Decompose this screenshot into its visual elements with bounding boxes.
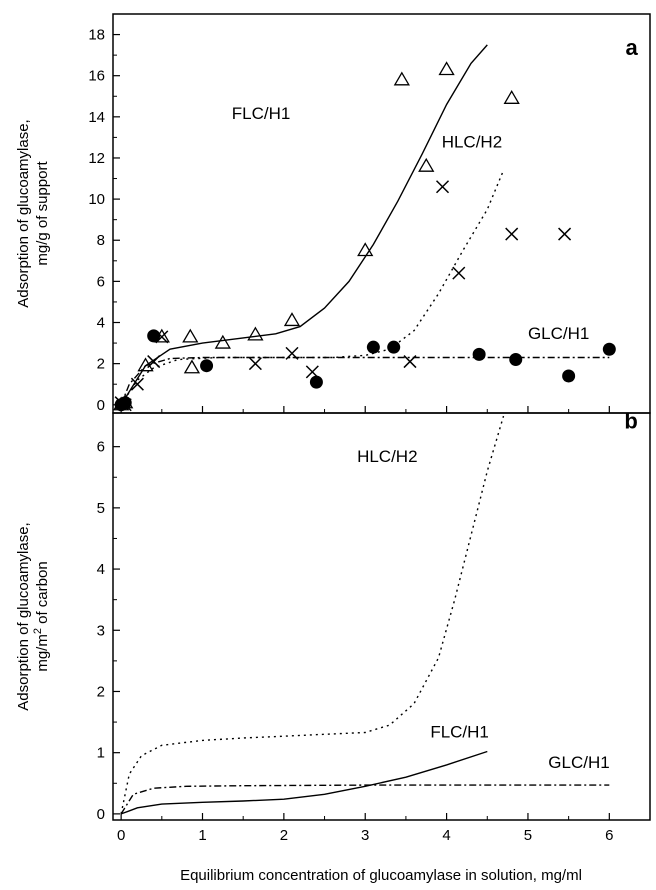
y-tick-label: 10	[88, 191, 105, 208]
panel-letter: b	[624, 408, 637, 433]
y-tick-label: 0	[97, 806, 105, 823]
point-flc-h1	[182, 328, 199, 343]
curve-glc-h1	[120, 784, 610, 815]
point-flc-h1	[438, 61, 455, 76]
point-hlc-h2	[505, 227, 519, 241]
point-glc-h1	[602, 342, 616, 356]
curve-label: HLC/H2	[442, 133, 502, 152]
y-tick-label: 6	[97, 273, 105, 290]
point-hlc-h2	[147, 355, 161, 369]
point-glc-h1	[366, 340, 380, 354]
point-hlc-h2	[248, 357, 262, 371]
y-tick-label: 6	[97, 439, 105, 456]
point-flc-h1	[503, 90, 520, 104]
y-axis-title-pre: mg/m	[34, 634, 51, 672]
y-tick-label: 16	[88, 68, 105, 85]
panel-letter: a	[626, 35, 639, 60]
point-flc-h1	[137, 357, 154, 372]
y-tick-label: 4	[97, 315, 105, 332]
panel-a: 0 2 4 6 8 10 12 14 16 18 FLC/H1 HLC/H2 GLC/H1 a Adsorp…	[15, 13, 651, 414]
curve-hlc-h2	[120, 170, 505, 406]
point-glc-h1	[118, 396, 132, 410]
point-hlc-h2	[403, 355, 417, 369]
point-glc-h1	[147, 329, 161, 343]
point-flc-h1	[183, 359, 201, 374]
point-flc-h1	[247, 326, 264, 341]
curve-flc-h1	[120, 44, 488, 406]
point-flc-h1	[357, 242, 374, 257]
point-flc-h1	[214, 334, 231, 349]
curve-flc-h1	[120, 750, 488, 815]
point-glc-h1	[309, 375, 323, 389]
y-tick-label: 0	[97, 397, 105, 414]
panel-b: 0 1 2 3 4 5 6 0 1 2 3 4 5 6 HLC/H2 FLC/H1 GLC/H1 b Adsorpt…	[15, 408, 651, 844]
y-tick-label: 3	[97, 622, 105, 639]
point-glc-h1	[472, 347, 486, 361]
plot-frame	[112, 13, 651, 414]
point-flc-h1	[393, 71, 410, 86]
y-tick-label: 2	[97, 683, 105, 700]
y-tick-label: 12	[88, 150, 105, 167]
plot-frame	[112, 412, 651, 821]
y-axis-title-line1: Adsorption of glucoamylase,	[15, 522, 32, 710]
point-flc-h1	[418, 157, 435, 172]
y-tick-label: 4	[97, 561, 105, 578]
y-tick-label: 8	[97, 232, 105, 249]
curve-label: GLC/H1	[548, 753, 609, 772]
curve-label: GLC/H1	[528, 324, 589, 343]
point-glc-h1	[509, 353, 523, 367]
x-axis-title: Equilibrium concentration of glucoamylas…	[180, 867, 582, 884]
y-tick-label: 14	[88, 109, 105, 126]
curve-hlc-h2	[120, 415, 505, 815]
point-hlc-h2	[285, 346, 299, 360]
point-flc-h1	[283, 312, 301, 327]
x-tick-label: 0	[117, 827, 125, 844]
curve-label: FLC/H1	[232, 104, 291, 123]
y-tick-label: 2	[97, 356, 105, 373]
shared-labels: Equilibrium concentration of glucoamylas…	[180, 867, 582, 884]
y-axis-title-sup: 2	[32, 628, 44, 634]
y-tick-label: 1	[97, 745, 105, 762]
x-tick-label: 1	[198, 827, 206, 844]
curve-label: HLC/H2	[357, 447, 417, 466]
point-glc-h1	[387, 340, 401, 354]
point-hlc-h2	[130, 377, 144, 391]
point-glc-h1	[200, 359, 214, 373]
x-tick-label: 3	[361, 827, 369, 844]
x-tick-label: 6	[605, 827, 613, 844]
y-tick-label: 5	[97, 500, 105, 517]
y-axis-title-line1: Adsorption of glucoamylase,	[15, 119, 32, 307]
y-axis-title-line2: mg/g of support	[34, 161, 51, 266]
y-axis-title-post: of carbon	[34, 561, 51, 628]
point-glc-h1	[562, 369, 576, 383]
y-tick-label: 18	[88, 27, 105, 44]
x-tick-label: 2	[280, 827, 288, 844]
curve-label: FLC/H1	[430, 722, 489, 741]
x-tick-label: 5	[524, 827, 532, 844]
y-axis-title-line2: mg/m2 of carbon	[32, 561, 51, 671]
curve-glc-h1	[120, 356, 610, 406]
point-hlc-h2	[452, 266, 466, 280]
point-hlc-h2	[435, 180, 450, 194]
point-hlc-h2	[558, 227, 572, 241]
x-tick-label: 4	[442, 827, 450, 844]
